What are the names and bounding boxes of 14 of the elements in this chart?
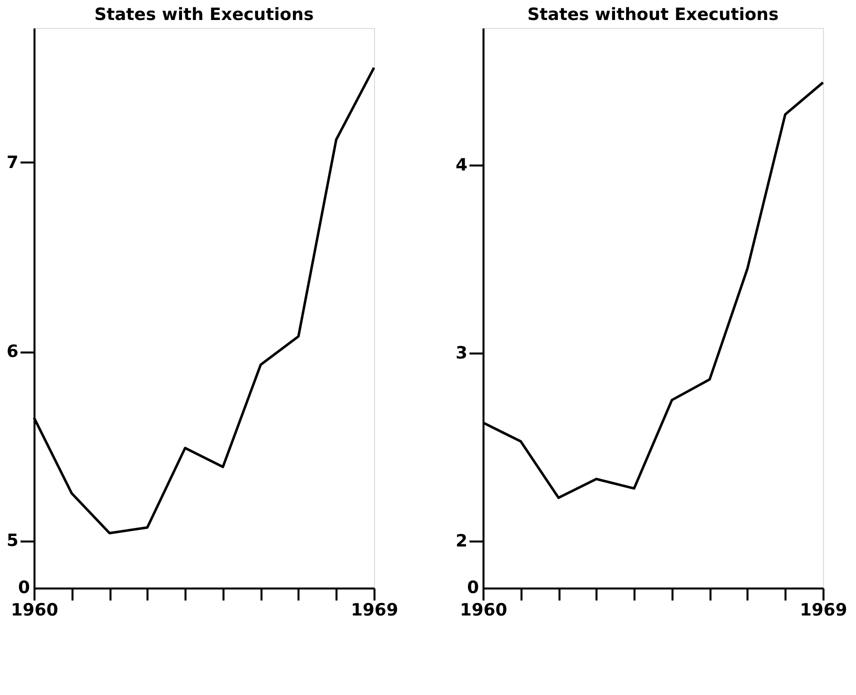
y-tick-label: 2: [456, 532, 468, 552]
y-tick-label: 3: [456, 344, 468, 364]
y-tick-label: 6: [6, 342, 18, 362]
text: 0: [467, 578, 480, 598]
x-tick-label: 1969: [350, 600, 398, 620]
x-tick-label: 1960: [460, 600, 508, 620]
x-tick-label: 1960: [10, 600, 58, 620]
y-tick-label: 7: [6, 152, 18, 173]
text: 0: [18, 578, 30, 598]
chart-title: States with Executions: [94, 5, 314, 25]
x-tick-label: 1969: [800, 600, 848, 620]
y-tick-label: 5: [6, 531, 18, 552]
y-tick-label: 4: [456, 156, 468, 176]
chart-title: States without Executions: [527, 5, 779, 25]
